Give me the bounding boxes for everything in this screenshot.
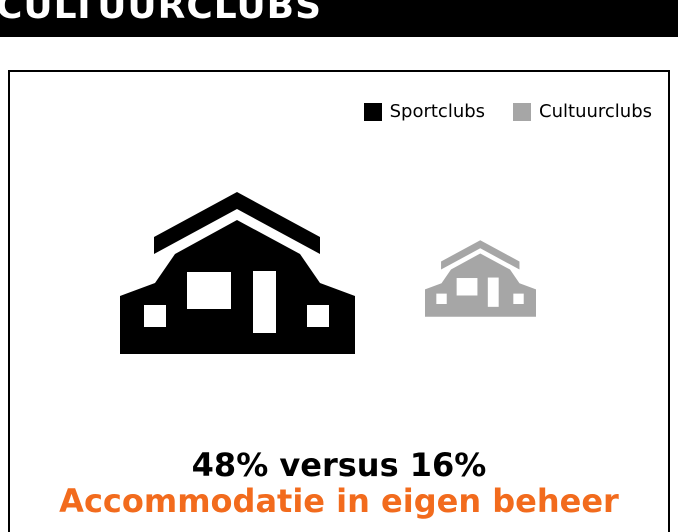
house-left-window-cultuurclubs: [436, 293, 447, 305]
legend-label-sportclubs: Sportclubs: [389, 101, 486, 122]
house-icon-sportclubs: [120, 192, 355, 354]
legend-item-cultuurclubs: Cultuurclubs: [513, 101, 652, 122]
house-window-sportclubs: [187, 272, 231, 309]
page-title: CULTUURCLUBS: [0, 0, 323, 27]
house-right-window-sportclubs: [307, 305, 329, 327]
comparison-caption: 48% versus 16%: [191, 446, 487, 484]
house-icon-cultuurclubs: [425, 240, 536, 317]
subject-caption: Accommodatie in eigen beheer: [59, 482, 619, 520]
legend-label-cultuurclubs: Cultuurclubs: [539, 101, 652, 122]
house-left-window-sportclubs: [144, 305, 166, 327]
house-roof-cultuurclubs: [441, 240, 520, 270]
house-window-cultuurclubs: [456, 278, 478, 296]
legend-swatch-cultuurclubs: [513, 102, 532, 121]
house-right-window-cultuurclubs: [513, 293, 524, 305]
chart-legend: Sportclubs Cultuurclubs: [336, 101, 652, 122]
chart-panel: [8, 70, 670, 532]
house-roof-sportclubs: [154, 192, 320, 254]
header-bar: CULTUURCLUBS: [0, 0, 678, 37]
house-door-cultuurclubs: [487, 277, 499, 307]
house-door-sportclubs: [253, 271, 276, 333]
legend-item-sportclubs: Sportclubs: [363, 101, 486, 122]
legend-swatch-sportclubs: [363, 102, 382, 121]
house-body-cultuurclubs: [425, 253, 536, 317]
house-body-sportclubs: [120, 220, 355, 354]
